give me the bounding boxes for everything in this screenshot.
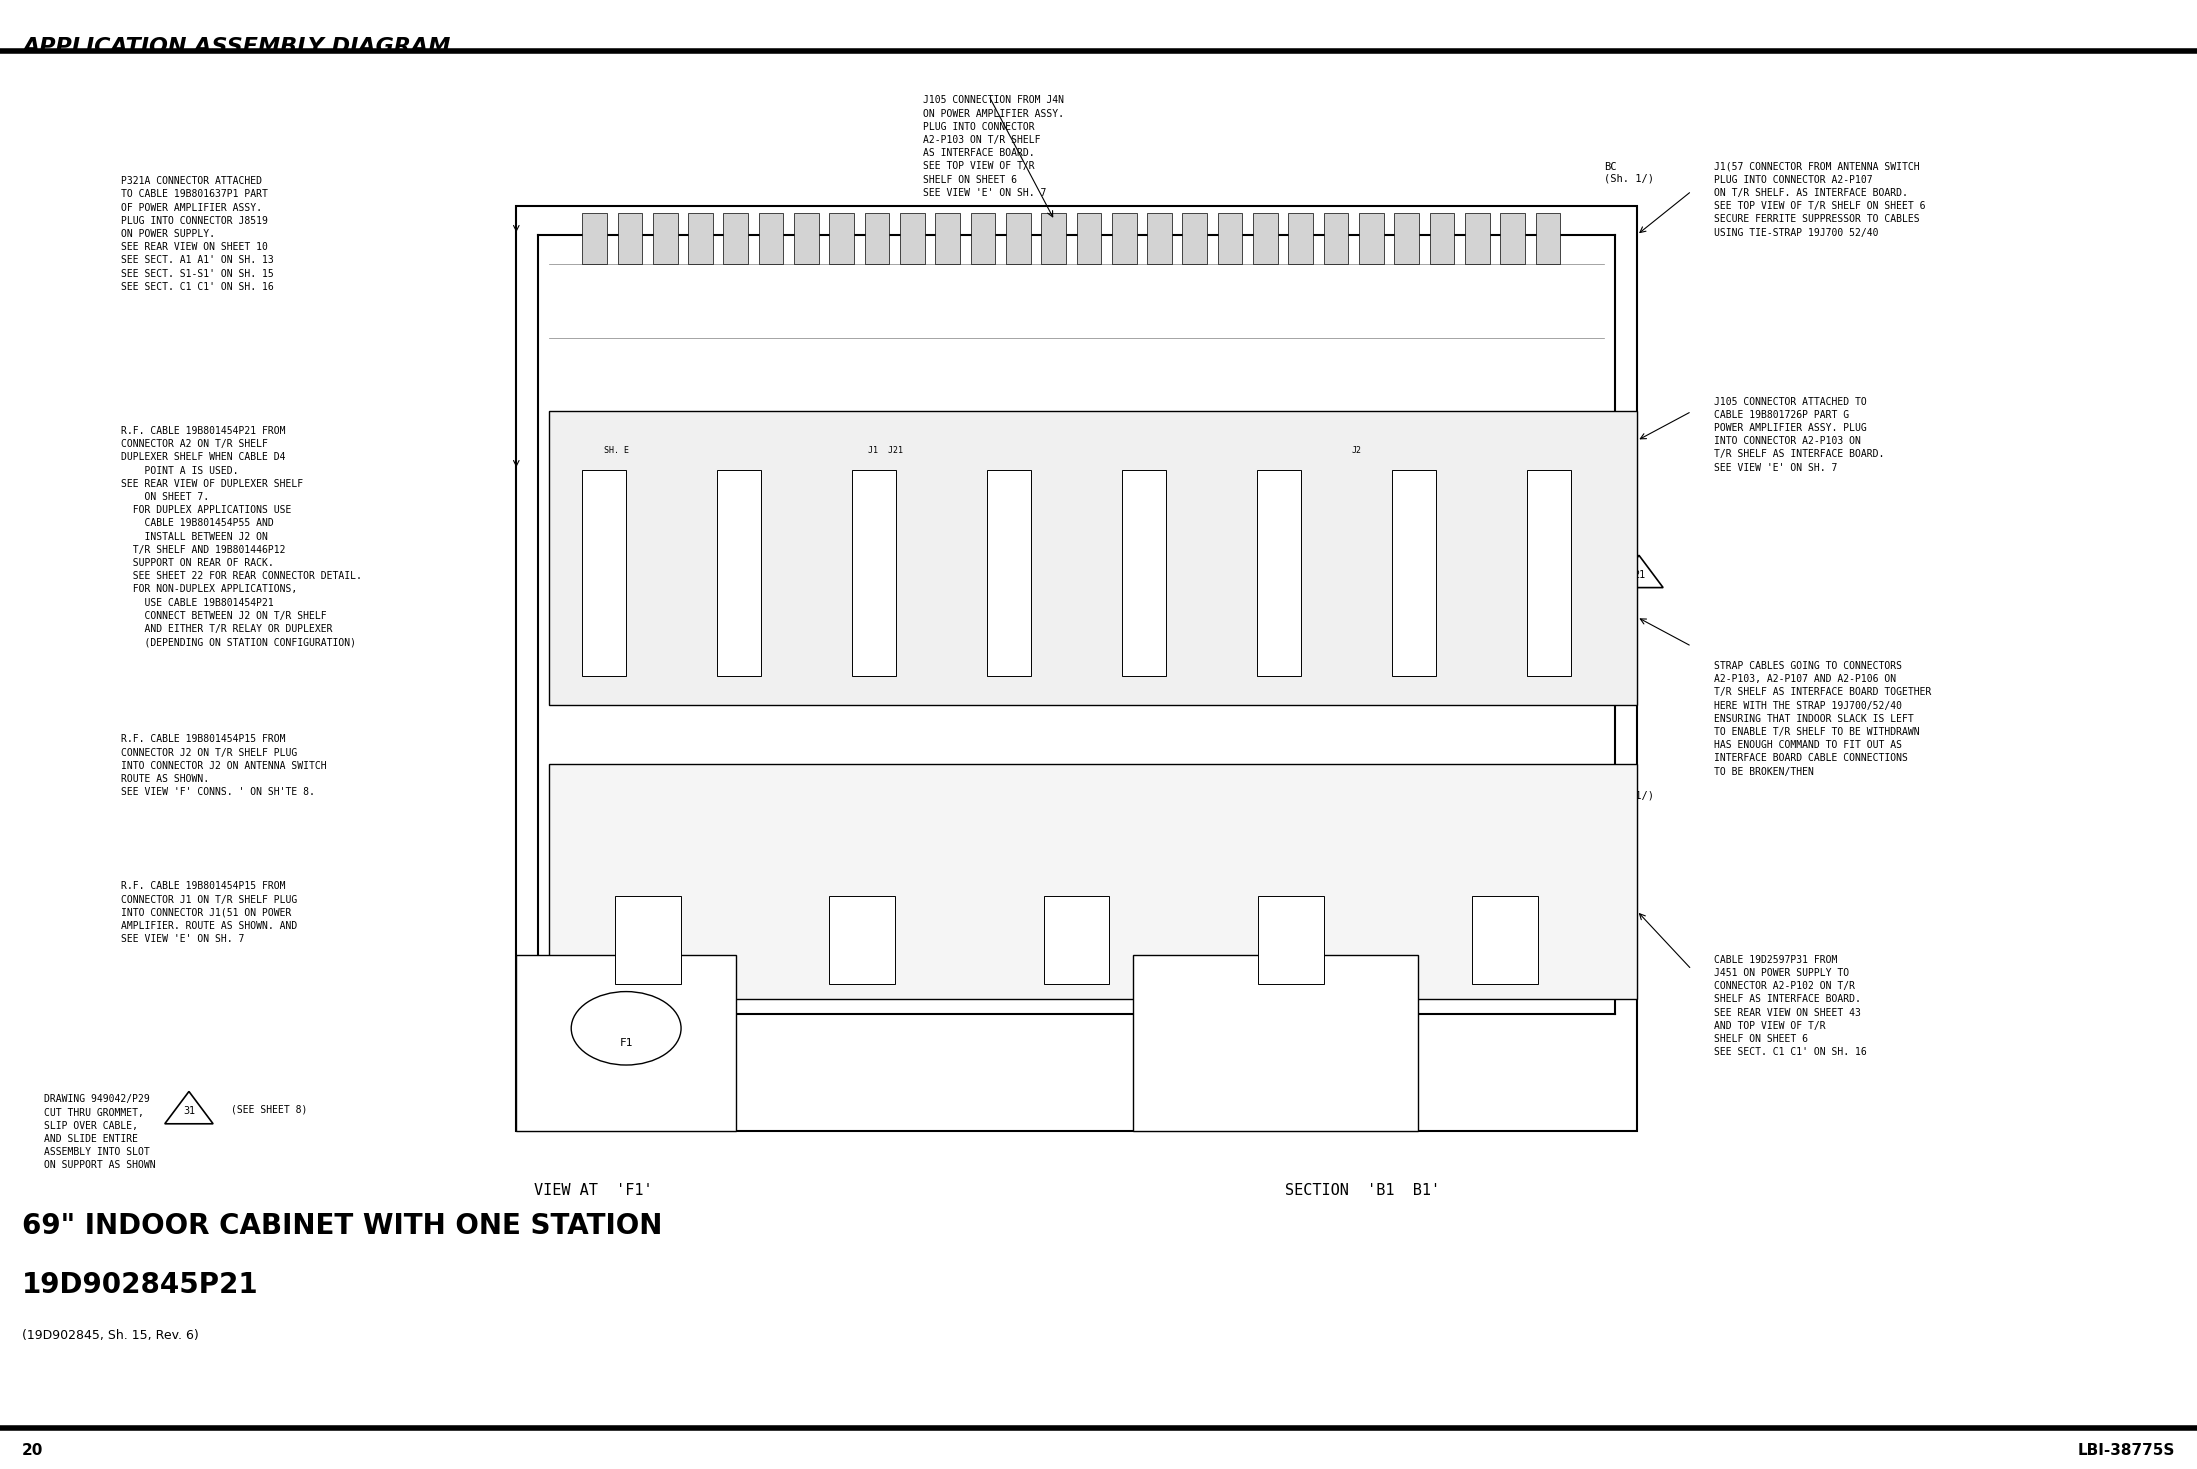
Text: (T.R. SHELF): (T.R. SHELF) xyxy=(1105,554,1180,563)
Bar xyxy=(1395,213,1419,264)
Text: BA
(Sh. 1/): BA (Sh. 1/) xyxy=(1604,779,1654,801)
Text: J105 CONNECTOR ATTACHED TO
CABLE 19B801726P PART G
POWER AMPLIFIER ASSY. PLUG
IN: J105 CONNECTOR ATTACHED TO CABLE 19B8017… xyxy=(1714,397,1885,473)
Bar xyxy=(901,213,925,264)
Bar xyxy=(830,213,855,264)
Text: 19D902845P21: 19D902845P21 xyxy=(22,1271,259,1299)
Text: R.F. CABLE 19B801454P21 FROM
CONNECTOR A2 ON T/R SHELF
DUPLEXER SHELF WHEN CABLE: R.F. CABLE 19B801454P21 FROM CONNECTOR A… xyxy=(121,426,363,648)
Text: VIEW AT  'F1': VIEW AT 'F1' xyxy=(534,1183,653,1197)
Text: J1(57 CONNECTOR FROM ANTENNA SWITCH
PLUG INTO CONNECTOR A2-P107
ON T/R SHELF. AS: J1(57 CONNECTOR FROM ANTENNA SWITCH PLUG… xyxy=(1714,162,1925,238)
Bar xyxy=(549,764,1637,999)
Bar xyxy=(1536,213,1560,264)
Text: J2: J2 xyxy=(1351,447,1362,455)
Text: R.F. CABLE 19B801454P15 FROM
CONNECTOR J1 ON T/R SHELF PLUG
INTO CONNECTOR J1(51: R.F. CABLE 19B801454P15 FROM CONNECTOR J… xyxy=(121,881,297,945)
Bar xyxy=(1287,213,1314,264)
Text: SH. E: SH. E xyxy=(604,447,628,455)
Bar xyxy=(866,213,890,264)
Text: 21: 21 xyxy=(1632,570,1646,580)
Text: (19D902845, Sh. 15, Rev. 6): (19D902845, Sh. 15, Rev. 6) xyxy=(22,1329,198,1343)
Text: 69" INDOOR CABINET WITH ONE STATION: 69" INDOOR CABINET WITH ONE STATION xyxy=(22,1212,661,1240)
Text: 20: 20 xyxy=(22,1443,44,1457)
Text: DRAWING 949042/P29
CUT THRU GROMMET,
SLIP OVER CABLE,
AND SLIDE ENTIRE
ASSEMBLY : DRAWING 949042/P29 CUT THRU GROMMET, SLI… xyxy=(44,1094,156,1171)
Bar xyxy=(1465,213,1490,264)
Text: LBI-38775S: LBI-38775S xyxy=(2078,1443,2175,1457)
Bar xyxy=(793,213,819,264)
Bar xyxy=(1257,896,1323,984)
Bar xyxy=(1123,470,1167,676)
Bar xyxy=(1044,896,1109,984)
Bar xyxy=(936,213,960,264)
Text: 31: 31 xyxy=(182,1106,196,1116)
FancyBboxPatch shape xyxy=(516,206,1637,1131)
Bar xyxy=(1501,213,1525,264)
Bar xyxy=(1217,213,1244,264)
Text: J105 CONNECTION FROM J4N
ON POWER AMPLIFIER ASSY.
PLUG INTO CONNECTOR
A2-P103 ON: J105 CONNECTION FROM J4N ON POWER AMPLIF… xyxy=(923,95,1063,198)
Text: SECTION  'B1  B1': SECTION 'B1 B1' xyxy=(1285,1183,1439,1197)
Bar xyxy=(615,896,681,984)
Bar xyxy=(1257,470,1301,676)
Bar xyxy=(986,470,1030,676)
Bar xyxy=(852,470,896,676)
Bar xyxy=(716,470,760,676)
Text: APPLICATION ASSEMBLY DIAGRAM: APPLICATION ASSEMBLY DIAGRAM xyxy=(22,37,450,57)
Text: (SEE SHEET 8): (SEE SHEET 8) xyxy=(231,1105,308,1114)
Text: R.F. CABLE 19B801454P15 FROM
CONNECTOR J2 ON T/R SHELF PLUG
INTO CONNECTOR J2 ON: R.F. CABLE 19B801454P15 FROM CONNECTOR J… xyxy=(121,734,327,798)
Bar xyxy=(617,213,642,264)
Bar xyxy=(1182,213,1206,264)
Text: STRAP CABLES GOING TO CONNECTORS
A2-P103, A2-P107 AND A2-P106 ON
T/R SHELF AS IN: STRAP CABLES GOING TO CONNECTORS A2-P103… xyxy=(1714,661,1931,777)
Bar xyxy=(1006,213,1030,264)
Text: P321A CONNECTOR ATTACHED
TO CABLE 19B801637P1 PART
OF POWER AMPLIFIER ASSY.
PLUG: P321A CONNECTOR ATTACHED TO CABLE 19B801… xyxy=(121,176,275,292)
Bar xyxy=(1112,213,1136,264)
Text: F1: F1 xyxy=(620,1039,633,1047)
Bar xyxy=(688,213,712,264)
Bar xyxy=(1472,896,1538,984)
Bar xyxy=(1134,955,1419,1131)
Text: CABLE 19D2597P31 FROM
J451 ON POWER SUPPLY TO
CONNECTOR A2-P102 ON T/R
SHELF AS : CABLE 19D2597P31 FROM J451 ON POWER SUPP… xyxy=(1714,955,1867,1058)
Bar xyxy=(1252,213,1279,264)
Text: INSTALL CABLES WITH
COLOR BANDS AT THIS
END, ORANGE @ 1'
BLUE @ 2 (P21)
GREEN @ : INSTALL CABLES WITH COLOR BANDS AT THIS … xyxy=(681,837,793,900)
Bar xyxy=(549,411,1637,705)
Bar xyxy=(723,213,749,264)
Bar xyxy=(516,955,736,1131)
Bar xyxy=(1323,213,1349,264)
Bar xyxy=(1077,213,1101,264)
Bar xyxy=(1147,213,1171,264)
Bar xyxy=(1393,470,1437,676)
Bar xyxy=(1360,213,1384,264)
Bar xyxy=(758,213,784,264)
Bar xyxy=(971,213,995,264)
Bar xyxy=(1041,213,1066,264)
Text: J1  J21: J1 J21 xyxy=(868,447,903,455)
Bar xyxy=(653,213,677,264)
Bar xyxy=(1527,470,1571,676)
Bar xyxy=(828,896,896,984)
Bar xyxy=(1430,213,1454,264)
Bar xyxy=(582,213,606,264)
Text: BC
(Sh. 1/): BC (Sh. 1/) xyxy=(1604,162,1654,184)
Bar xyxy=(582,470,626,676)
